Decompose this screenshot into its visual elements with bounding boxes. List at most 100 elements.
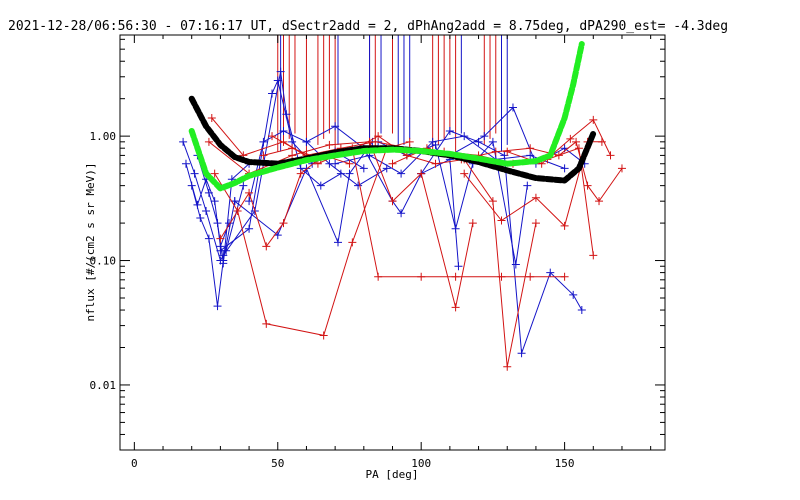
x-tick-label: 0 bbox=[131, 457, 138, 470]
data-point bbox=[181, 159, 190, 168]
data-point bbox=[233, 207, 242, 216]
data-point bbox=[374, 272, 383, 281]
data-point bbox=[204, 188, 213, 197]
data-point bbox=[296, 169, 305, 178]
data-point bbox=[428, 137, 437, 146]
data-point bbox=[216, 246, 225, 255]
data-point bbox=[560, 272, 569, 281]
data-point bbox=[526, 151, 535, 160]
data-point bbox=[259, 151, 268, 160]
series-line bbox=[196, 155, 250, 264]
data-point bbox=[445, 126, 454, 135]
data-point bbox=[213, 302, 222, 311]
series-line bbox=[234, 141, 373, 245]
data-point bbox=[417, 169, 426, 178]
series-line bbox=[420, 130, 583, 354]
data-point bbox=[566, 134, 575, 143]
data-point bbox=[480, 132, 489, 141]
data-point bbox=[526, 144, 535, 153]
data-point bbox=[526, 272, 535, 281]
data-point bbox=[431, 159, 440, 168]
data-point bbox=[259, 137, 268, 146]
data-point bbox=[595, 197, 604, 206]
data-point bbox=[262, 242, 271, 251]
data-point bbox=[589, 251, 598, 260]
data-point bbox=[204, 234, 213, 243]
data-point bbox=[336, 169, 345, 178]
data-point bbox=[331, 159, 340, 168]
data-point bbox=[546, 268, 555, 277]
data-point bbox=[468, 219, 477, 228]
data-point bbox=[345, 169, 354, 178]
data-point bbox=[216, 234, 225, 243]
data-point bbox=[597, 137, 606, 146]
data-point bbox=[454, 262, 463, 271]
data-point bbox=[179, 137, 188, 146]
data-point bbox=[451, 303, 460, 312]
green-fit-curve bbox=[188, 41, 585, 192]
data-point bbox=[569, 290, 578, 299]
data-point bbox=[273, 76, 282, 85]
data-point bbox=[239, 181, 248, 190]
data-point bbox=[560, 164, 569, 173]
data-point bbox=[374, 132, 383, 141]
data-point bbox=[531, 219, 540, 228]
data-point bbox=[503, 147, 512, 156]
data-point bbox=[397, 169, 406, 178]
x-axis-label: PA [deg] bbox=[366, 468, 419, 481]
data-point bbox=[508, 103, 517, 112]
data-point bbox=[497, 216, 506, 225]
data-point bbox=[196, 213, 205, 222]
data-point bbox=[491, 147, 500, 156]
data-point bbox=[511, 260, 520, 269]
y-tick-label: 0.01 bbox=[90, 379, 117, 392]
data-point bbox=[276, 67, 285, 76]
axes: 0 50 100 150 0.01 0.10 1.00 bbox=[90, 35, 665, 470]
data-point bbox=[325, 140, 334, 149]
data-point bbox=[451, 224, 460, 233]
data-point bbox=[245, 224, 254, 233]
data-point bbox=[572, 137, 581, 146]
data-point bbox=[503, 362, 512, 371]
data-point bbox=[282, 110, 291, 119]
data-point bbox=[589, 115, 598, 124]
data-point bbox=[617, 164, 626, 173]
data-point bbox=[517, 349, 526, 358]
data-point bbox=[190, 169, 199, 178]
data-point bbox=[279, 219, 288, 228]
data-point bbox=[371, 137, 380, 146]
data-point bbox=[554, 151, 563, 160]
data-point bbox=[388, 197, 397, 206]
data-point bbox=[388, 159, 397, 168]
data-point bbox=[451, 272, 460, 281]
data-point bbox=[531, 193, 540, 202]
data-point bbox=[302, 137, 311, 146]
y-tick-label: 0.10 bbox=[90, 255, 117, 268]
x-tick-label: 100 bbox=[411, 457, 431, 470]
plot-area bbox=[179, 35, 626, 371]
data-point bbox=[207, 113, 216, 122]
data-point bbox=[219, 259, 228, 268]
data-point bbox=[319, 331, 328, 340]
data-point bbox=[577, 306, 586, 315]
data-point bbox=[497, 272, 506, 281]
series-line bbox=[182, 141, 244, 262]
series-line bbox=[449, 106, 586, 165]
data-point bbox=[334, 238, 342, 247]
data-point bbox=[279, 137, 288, 146]
data-point bbox=[488, 137, 497, 146]
data-point bbox=[210, 197, 219, 206]
data-point bbox=[202, 207, 211, 216]
data-point bbox=[262, 319, 271, 328]
data-point bbox=[460, 132, 469, 141]
y-axis-label: nflux [#/(cm2 s sr MeV)] bbox=[84, 163, 97, 322]
data-point bbox=[417, 272, 426, 281]
series-line bbox=[334, 135, 565, 175]
data-point bbox=[187, 181, 196, 190]
data-point bbox=[460, 169, 469, 178]
data-point bbox=[268, 89, 277, 98]
x-tick-label: 50 bbox=[271, 457, 284, 470]
data-point bbox=[606, 151, 615, 160]
data-point bbox=[331, 122, 340, 131]
